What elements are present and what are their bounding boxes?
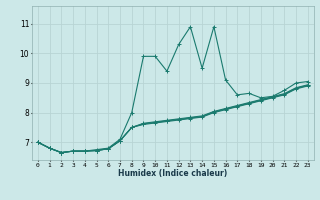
X-axis label: Humidex (Indice chaleur): Humidex (Indice chaleur) (118, 169, 228, 178)
